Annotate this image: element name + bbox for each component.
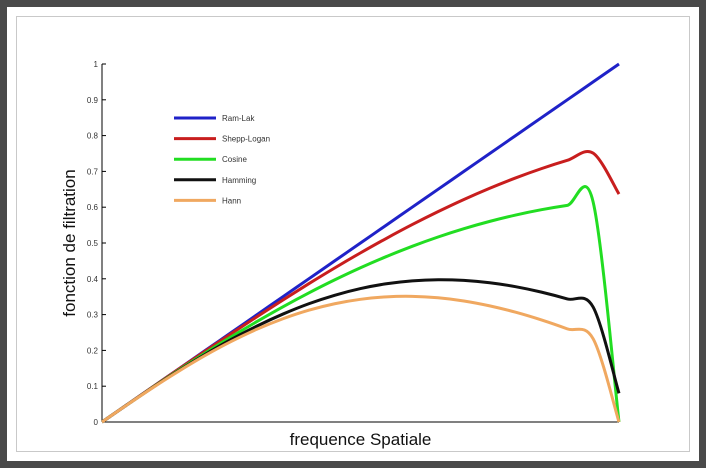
y-tick-label-8: 0.8 (87, 132, 99, 141)
series-line-cosine (102, 187, 619, 422)
legend-label-1: Shepp-Logan (222, 135, 270, 144)
y-tick-label-10: 1 (94, 60, 99, 69)
figure-canvas: 0 0.1 0.2 0.3 0.4 0.5 0.6 0.7 0.8 0.9 1 Ram-Lak She… (16, 16, 690, 452)
legend: Ram-Lak Shepp-Logan Cosine Hamming Hann (174, 114, 270, 205)
figure-panel: 0 0.1 0.2 0.3 0.4 0.5 0.6 0.7 0.8 0.9 1 Ram-Lak She… (7, 7, 699, 461)
y-tick-label-7: 0.7 (87, 167, 99, 176)
series-line-hann (102, 296, 619, 422)
y-tick-label-3: 0.3 (87, 311, 99, 320)
y-ticks: 0 0.1 0.2 0.3 0.4 0.5 0.6 0.7 0.8 0.9 1 (87, 60, 106, 427)
legend-label-3: Hamming (222, 176, 256, 185)
series-line-hamming (102, 280, 619, 422)
legend-label-4: Hann (222, 196, 241, 205)
y-axis-label: fonction de filtration (60, 169, 79, 316)
legend-label-0: Ram-Lak (222, 114, 255, 123)
y-tick-label-5: 0.5 (87, 239, 99, 248)
y-tick-label-9: 0.9 (87, 96, 99, 105)
y-tick-label-2: 0.2 (87, 346, 99, 355)
x-axis-label: frequence Spatiale (290, 430, 432, 449)
y-tick-label-1: 0.1 (87, 382, 99, 391)
legend-label-2: Cosine (222, 155, 247, 164)
y-tick-label-6: 0.6 (87, 203, 99, 212)
y-tick-label-4: 0.4 (87, 275, 99, 284)
series-line-shepp-logan (102, 151, 619, 422)
y-tick-label-0: 0 (94, 418, 99, 427)
filter-chart: 0 0.1 0.2 0.3 0.4 0.5 0.6 0.7 0.8 0.9 1 Ram-Lak She… (17, 17, 691, 453)
